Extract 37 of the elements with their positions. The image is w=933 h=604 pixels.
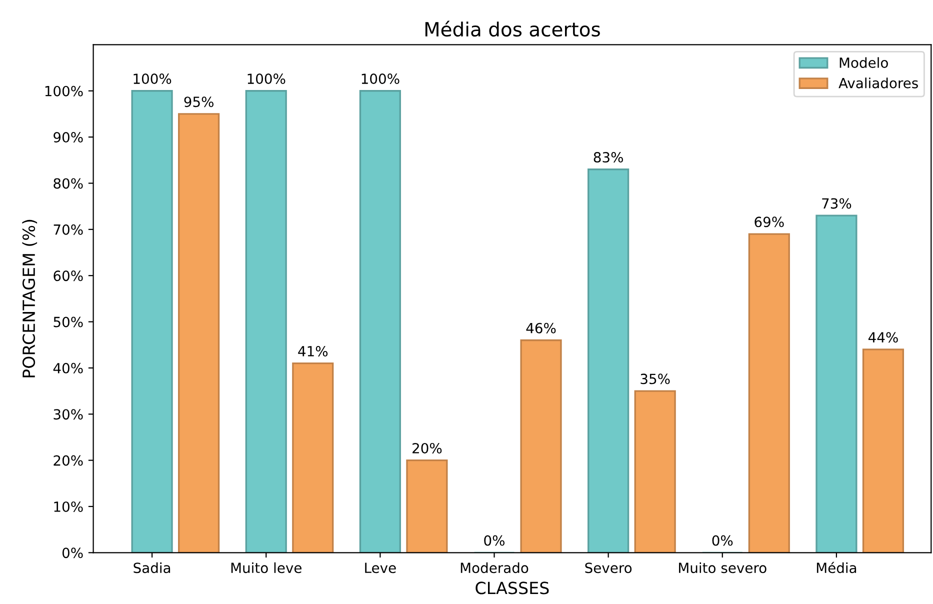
x-tick-label: Leve: [365, 562, 396, 574]
x-tick-label: Severo: [585, 562, 632, 574]
y-tick-label: 0%: [62, 548, 83, 558]
x-tick-label: Muito severo: [679, 562, 766, 574]
x-tick-label: Moderado: [460, 562, 528, 574]
y-tick-label: 20%: [54, 455, 83, 466]
y-tick-label: 90%: [54, 132, 83, 143]
data-label: 100%: [134, 74, 172, 84]
data-label: 69%: [754, 216, 784, 228]
y-tick-label: 70%: [54, 224, 83, 235]
x-tick-label: Média: [816, 562, 856, 574]
data-label: 44%: [868, 332, 898, 343]
y-tick-label: 80%: [54, 178, 83, 189]
data-label: 83%: [594, 152, 623, 163]
legend-label: Avaliadores: [838, 78, 918, 88]
data-label: 35%: [640, 374, 670, 384]
data-label: 41%: [298, 346, 328, 356]
y-tick-label: 30%: [54, 409, 83, 420]
data-label: 73%: [822, 198, 852, 209]
legend-label: Modelo: [840, 57, 888, 68]
y-tick-label: 10%: [54, 501, 83, 512]
data-label: 20%: [412, 442, 442, 454]
data-label: 100%: [248, 74, 286, 84]
data-label: 46%: [526, 322, 556, 334]
x-tick-label: Muito leve: [231, 562, 302, 574]
y-tick-label: 100%: [45, 86, 83, 96]
y-axis-title: PORCENTAGEM (%): [22, 220, 38, 378]
y-tick-label: 50%: [54, 316, 83, 328]
data-label: 100%: [362, 74, 400, 84]
chart-title: Média dos acertos: [425, 20, 600, 37]
y-tick-label: 40%: [53, 362, 83, 374]
data-label: 0%: [712, 535, 733, 546]
data-label: 95%: [184, 96, 214, 108]
data-label: 0%: [484, 535, 504, 546]
x-axis-title: CLASSES: [476, 582, 549, 594]
x-tick-label: Sadia: [134, 562, 170, 574]
y-tick-label: 60%: [54, 270, 83, 282]
